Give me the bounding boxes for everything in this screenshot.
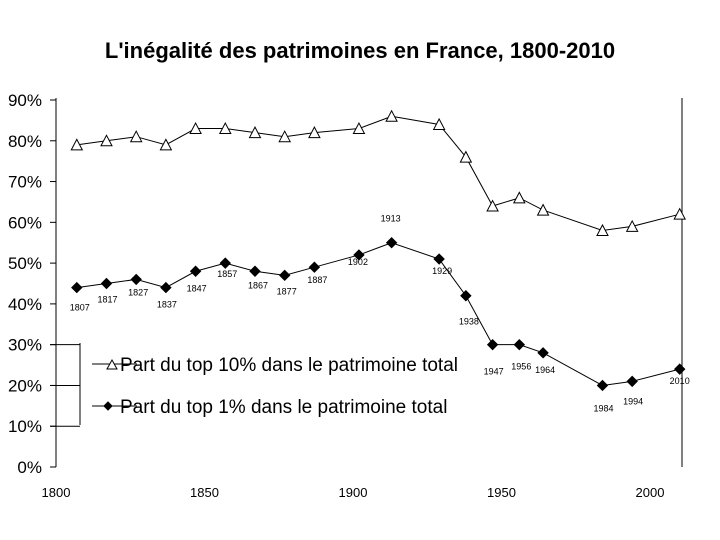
point-top1 [673,363,686,375]
point-top10 [159,138,173,151]
point-top10 [486,199,499,212]
point-top10 [248,126,262,139]
legend-label-top10: Part du top 10% dans le patrimoine total [120,355,458,376]
point-top1 [626,375,638,388]
point-label-top1: 1984 [593,403,613,413]
legend-item-top10: Part du top 10% dans le patrimoine total [92,355,458,376]
point-top10 [625,219,639,232]
point-top10 [536,203,550,216]
point-label-top1: 1847 [187,283,207,293]
point-label-top1: 1827 [128,287,148,297]
point-top10 [596,223,609,236]
x-tick-label: 2000 [636,485,665,500]
point-top1 [433,253,445,265]
point-top1 [486,338,499,351]
point-top1 [219,257,231,269]
point-top10 [432,117,446,130]
point-top1 [353,249,365,261]
point-label-top1: 1867 [248,280,268,290]
legend-item-top1: Part du top 1% dans le patrimoine total [92,397,447,418]
series-line-top10 [76,115,680,232]
point-top10 [100,134,113,147]
y-tick-label: 10% [8,417,42,436]
point-top10 [129,130,143,143]
point-top1 [460,290,472,302]
point-top1 [308,261,321,273]
y-tick-label: 80% [8,132,42,151]
chart-title: L'inégalité des patrimoines en France, 1… [105,38,615,63]
y-axis-ticks: 0% 10% 20% 30% 40% 50% 60% 70% 80% 90% [8,91,80,477]
point-top1 [130,273,142,286]
y-tick-label: 0% [17,458,42,477]
y-tick-label: 60% [8,213,42,232]
x-axis-ticks: 1800 1850 1900 1950 2000 [42,485,665,500]
y-tick-label: 50% [8,254,42,273]
axes [55,98,683,467]
point-top1 [278,269,291,282]
y-tick-label: 30% [8,336,42,355]
point-top10 [189,121,202,135]
y-tick-label: 90% [8,91,42,110]
x-tick-label: 1800 [42,485,71,500]
legend: Part du top 10% dans le patrimoine total… [79,343,482,425]
point-top10 [70,138,84,151]
point-top1 [189,265,202,277]
legend-box [80,343,482,425]
point-label-top1: 1913 [381,214,401,224]
point-top10 [512,191,526,204]
point-label-top1: 2010 [670,376,690,386]
point-top1 [596,379,609,392]
triangle-marker-icon [106,358,118,370]
point-label-top1: 1837 [157,300,177,310]
point-top1 [71,281,83,294]
x-tick-label: 1900 [339,485,368,500]
x-tick-label: 1850 [190,485,219,500]
legend-label-top1: Part du top 1% dans le patrimoine total [120,397,447,418]
point-top10 [352,121,366,135]
point-top10 [278,130,292,143]
point-top1 [385,237,398,249]
x-tick-label: 1950 [487,485,516,500]
point-label-top1: 1956 [511,362,531,372]
point-top1 [100,277,113,290]
point-label-top1: 1887 [307,275,327,285]
point-label-top1: 1807 [70,303,90,313]
point-label-top1: 1947 [484,367,504,377]
point-top1 [249,265,261,277]
point-top10 [385,109,398,122]
point-top1 [513,338,526,351]
point-label-top1: 1877 [277,286,297,296]
y-tick-label: 20% [8,376,42,395]
diamond-marker-icon [103,401,113,411]
point-top10 [673,207,687,220]
point-label-top1: 1817 [97,295,117,305]
y-tick-label: 40% [8,295,42,314]
point-label-top1: 1938 [459,317,479,327]
point-label-top1: 1994 [623,396,643,406]
point-top10 [308,126,321,139]
point-label-top1: 1902 [348,257,368,267]
point-label-top1: 1964 [535,365,555,375]
point-top10 [218,121,232,135]
series-group: 1807 1817 1827 1837 1847 1857 1867 1877 1887 1902… [70,109,690,413]
point-top1 [537,347,549,359]
point-top10 [459,150,473,163]
point-label-top1: 1857 [217,269,237,279]
point-top1 [160,281,172,294]
point-label-top1: 1929 [432,266,452,276]
y-tick-label: 70% [8,173,42,192]
